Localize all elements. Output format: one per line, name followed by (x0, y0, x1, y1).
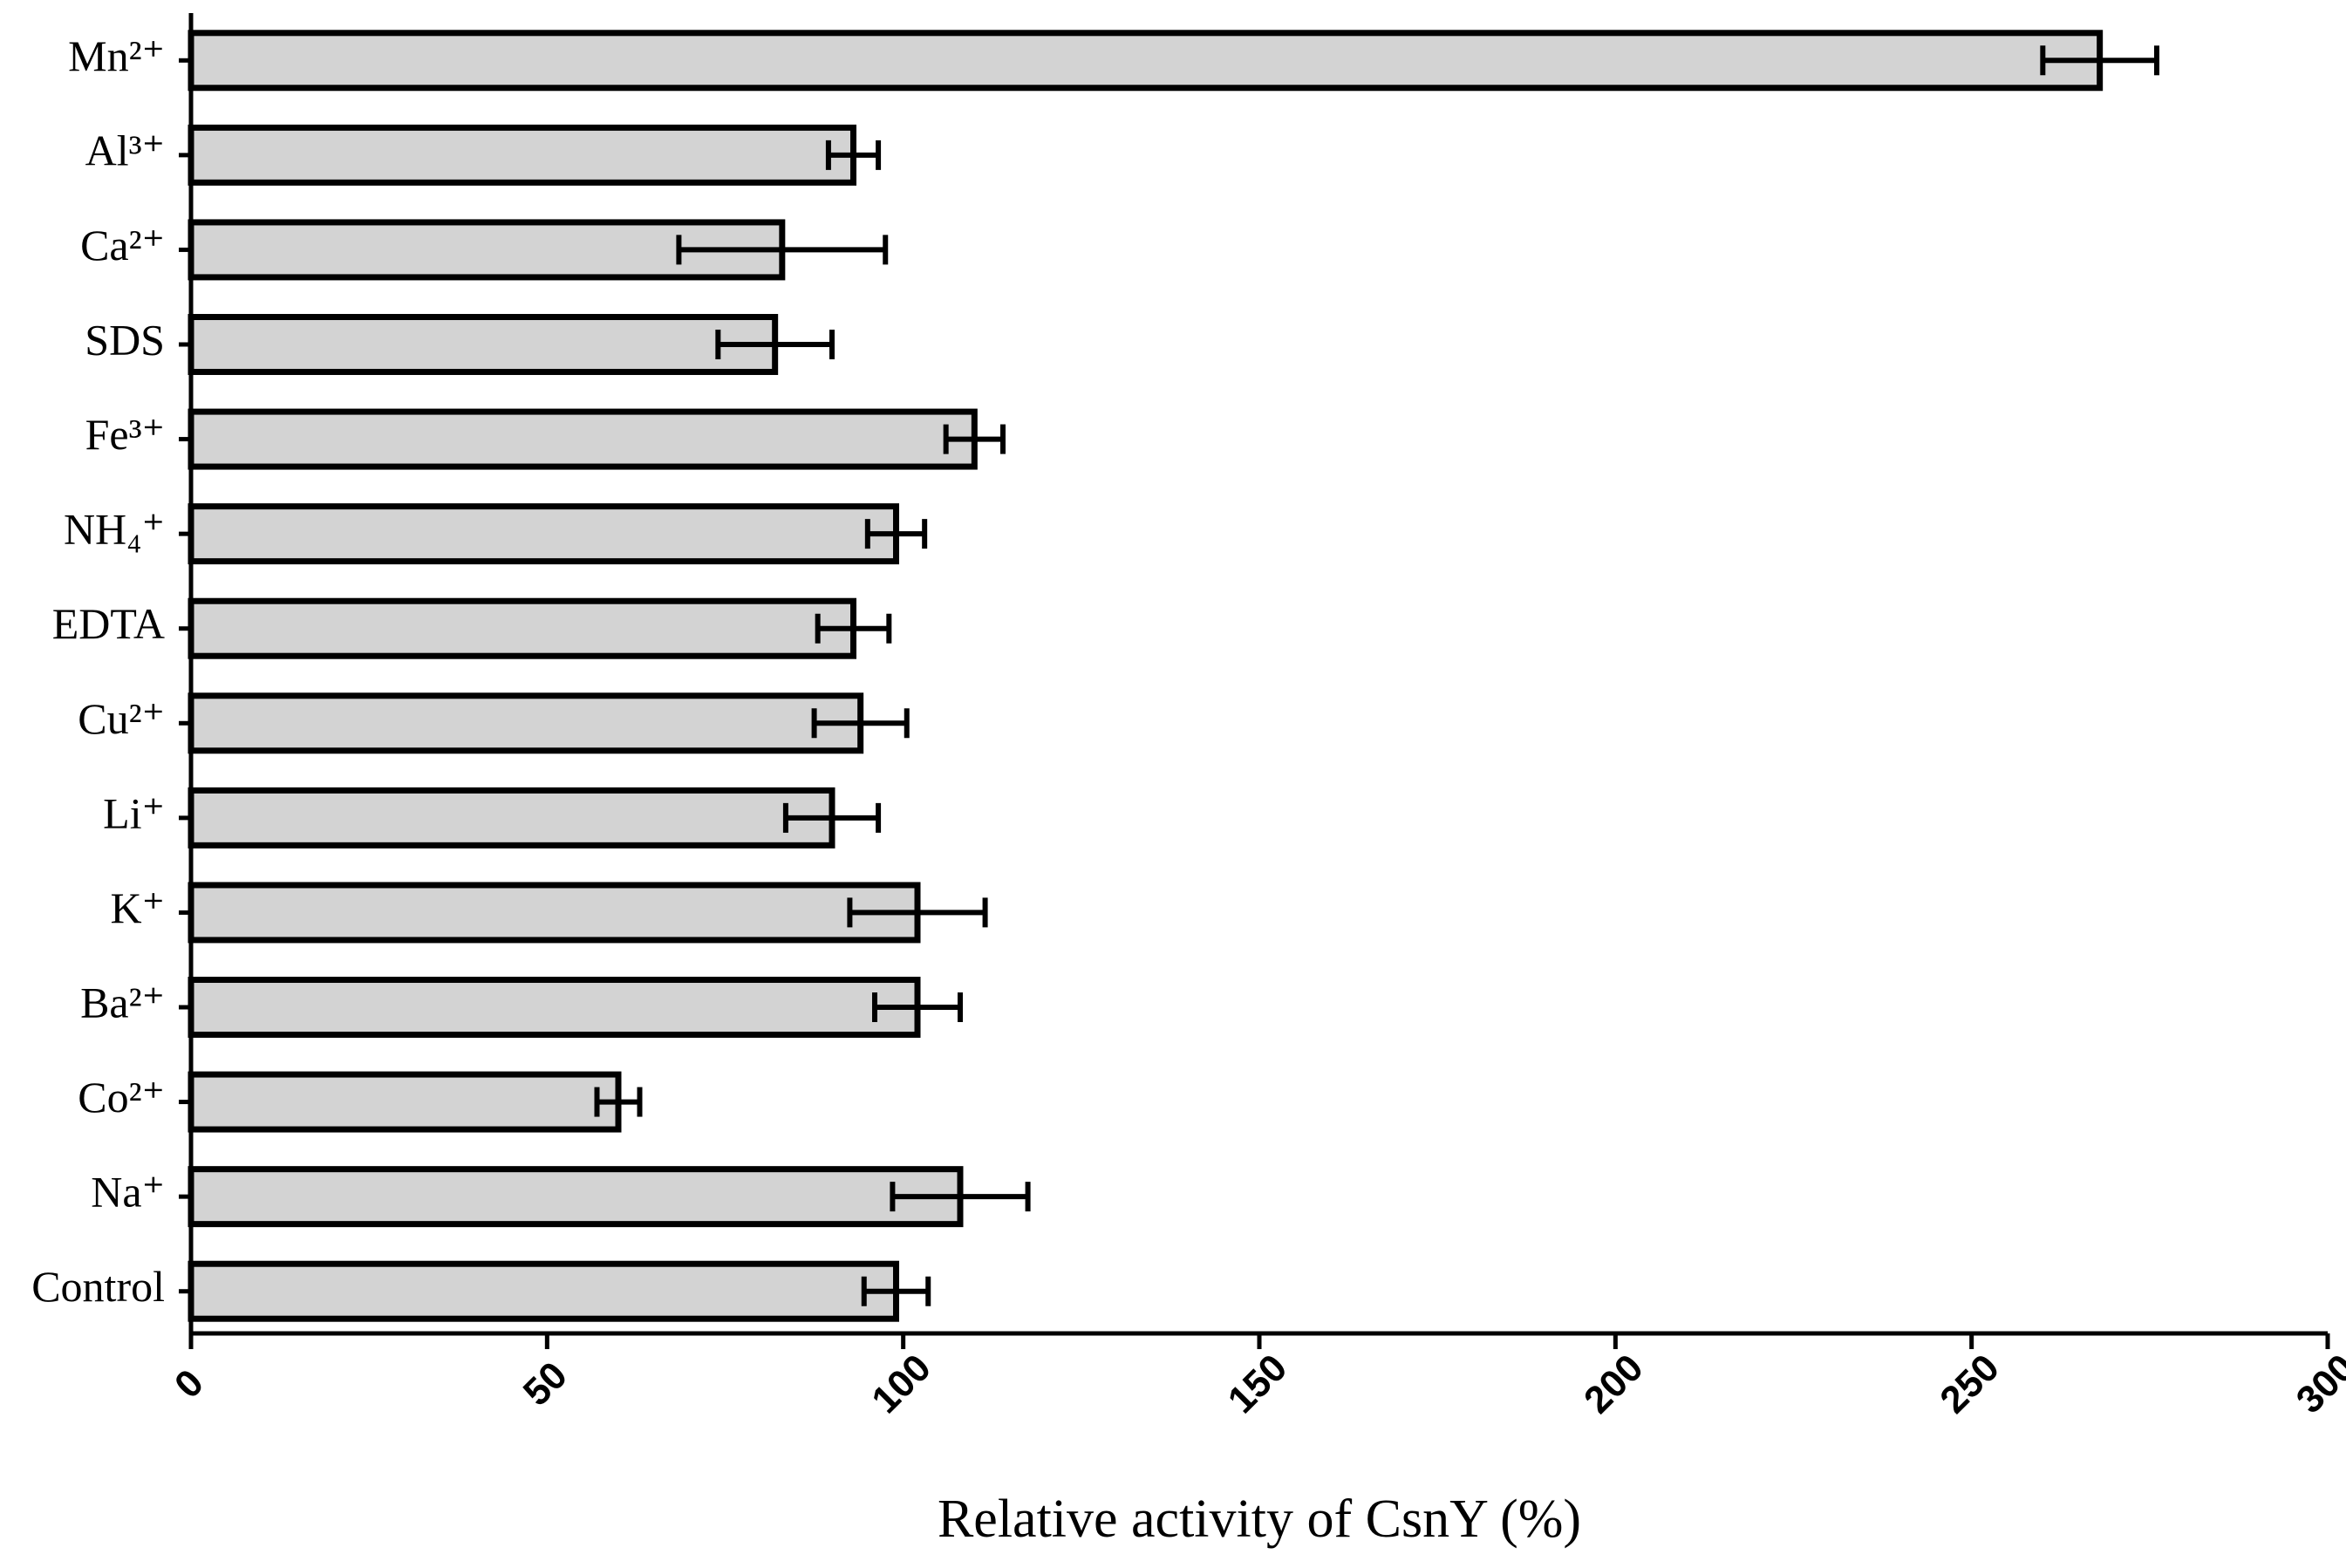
error-bar (2040, 45, 2159, 76)
bar (188, 977, 921, 1038)
x-tick-label: 250 (1932, 1346, 2008, 1422)
y-tick-label: Al³⁺ (85, 126, 165, 174)
error-bar (864, 519, 928, 549)
y-tick-label: Ca²⁺ (80, 221, 165, 269)
x-tick-label: 300 (2288, 1346, 2346, 1422)
x-tick-label: 0 (167, 1361, 212, 1407)
y-tick-label: Co²⁺ (78, 1073, 165, 1121)
bar (188, 1166, 964, 1228)
bar (188, 692, 864, 754)
y-tick-label: Cu²⁺ (78, 694, 165, 743)
y-tick-label: Ba²⁺ (80, 978, 165, 1026)
x-tick-label: 100 (863, 1346, 939, 1422)
bar (188, 408, 978, 470)
error-bar (676, 235, 889, 265)
x-tick-label: 50 (515, 1353, 576, 1414)
error-bar (811, 708, 910, 739)
bar (188, 503, 899, 565)
bar (188, 30, 2104, 92)
bar (188, 597, 856, 659)
y-tick-label: Control (31, 1262, 165, 1311)
error-bar (825, 140, 882, 170)
y-tick-label: K⁺ (111, 883, 166, 932)
error-bar (594, 1087, 643, 1117)
x-tick-label: 200 (1576, 1346, 1652, 1422)
error-bar (890, 1182, 1031, 1212)
error-bar (861, 1276, 931, 1306)
error-bar (872, 992, 963, 1022)
x-tick-label: 150 (1220, 1346, 1296, 1422)
error-bar (715, 330, 835, 359)
bar (188, 124, 856, 186)
bar (188, 1071, 622, 1133)
error-bar (815, 613, 892, 644)
y-tick-label: Fe³⁺ (85, 410, 165, 459)
error-bar (847, 897, 988, 928)
y-tick-label: Mn²⁺ (68, 31, 165, 80)
y-tick-label: Li⁺ (103, 788, 165, 837)
x-axis-title: Relative activity of CsnY (%) (938, 1490, 1581, 1549)
y-tick-label: EDTA (52, 599, 165, 648)
error-bar (782, 802, 882, 833)
error-bar (943, 424, 1006, 454)
y-tick-label: SDS (85, 315, 165, 364)
bar (188, 787, 835, 849)
bar (188, 314, 779, 375)
y-tick-label: Na⁺ (91, 1168, 165, 1217)
bar (188, 882, 921, 944)
y-tick-label: NH₄⁺ (64, 505, 165, 554)
bar (188, 1260, 899, 1322)
